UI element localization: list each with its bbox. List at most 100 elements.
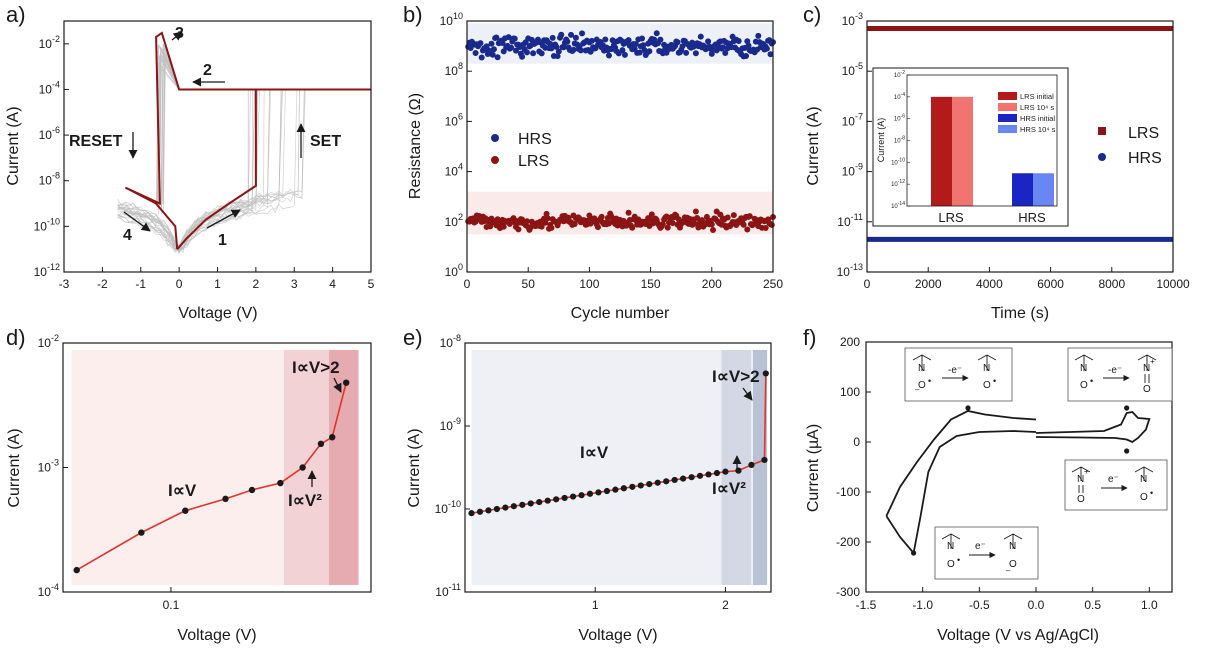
hrs-point <box>619 47 626 54</box>
panel-d-xlabel: Voltage (V) <box>177 627 256 644</box>
iv-point <box>713 469 721 477</box>
iv-point <box>510 503 517 510</box>
x-tick-label: 50 <box>522 277 536 291</box>
inset-frame <box>906 74 1058 207</box>
x-tick-label: -2 <box>97 277 108 291</box>
panel-b-xlabel: Cycle number <box>571 305 670 322</box>
x-tick-label: 2 <box>722 598 729 612</box>
arrow-d-high <box>333 377 342 393</box>
iv-point <box>663 478 670 485</box>
hrs-point <box>519 53 526 60</box>
y-tick-label: 10-2 <box>38 333 59 350</box>
iv-point <box>73 566 80 574</box>
panel-d-plot: 10-4 10-3 10-2 0.1 <box>38 333 359 612</box>
x-tick-label: -3 <box>59 277 70 291</box>
hrs-point <box>646 48 653 55</box>
svg-text:O: O <box>1140 492 1148 503</box>
y-tick-label: 10-11 <box>837 212 863 229</box>
cv-curve-0 <box>885 410 1037 517</box>
hrs-point <box>755 32 762 39</box>
hrs-point <box>705 38 712 45</box>
hrs-point <box>488 40 495 47</box>
hrs-point <box>577 47 584 54</box>
cycle-trace <box>117 89 300 248</box>
cycle-trace <box>117 89 256 253</box>
hrs-point <box>588 37 595 44</box>
cycle-trace <box>117 89 260 254</box>
hrs-point <box>605 52 612 59</box>
hrs-point <box>609 37 616 44</box>
inset-plot: 10-14 10-12 10-10 10-8 10-6 10-4 10-2 <box>891 70 1054 210</box>
iv-point <box>317 440 325 448</box>
cycle-trace <box>117 89 251 251</box>
y-tick-label: 10-2 <box>39 34 60 51</box>
scheme-ox1-label: -e⁻ <box>948 365 962 376</box>
hrs-point <box>530 50 537 57</box>
region-square <box>283 350 329 585</box>
svg-text:N: N <box>1080 363 1087 374</box>
iv-point <box>536 498 543 506</box>
scheme-red1-label: e⁻ <box>1108 474 1119 485</box>
cycle-trace <box>117 89 259 252</box>
svg-text:•: • <box>957 555 960 565</box>
svg-text:+: + <box>1084 467 1089 476</box>
y-tick-label: 108 <box>445 61 463 78</box>
lrs-point <box>571 221 578 228</box>
lrs-point <box>598 213 605 220</box>
y-tick-label: -100 <box>836 485 860 499</box>
x-tick-label: -0.5 <box>969 598 990 612</box>
hrs-point <box>763 45 770 52</box>
cv-peak-marker <box>911 550 917 556</box>
panel-b-ylabel: Resistance (Ω) <box>407 93 424 199</box>
iv-point <box>671 476 678 484</box>
iv-point <box>277 479 284 487</box>
iv-point <box>696 472 704 479</box>
hrs-point <box>547 40 554 47</box>
x-tick-label: -1.0 <box>912 598 933 612</box>
lrs-point <box>724 214 731 221</box>
panel-d: d) 10-4 10-3 10-2 0.1 Current (A) Voltage (… <box>6 325 372 644</box>
hrs-point <box>745 42 752 49</box>
iv-point <box>680 475 687 482</box>
x-tick-label: 4 <box>329 277 336 291</box>
iv-point <box>527 500 534 507</box>
y-tick-label: 10-9 <box>842 162 863 179</box>
y-tick-label: 10-4 <box>38 582 59 599</box>
x-tick-label: 2 <box>253 277 260 291</box>
hrs-point <box>560 44 567 51</box>
cv-curve-1 <box>885 430 1037 556</box>
iv-point <box>620 485 627 492</box>
svg-text:O: O <box>983 380 991 391</box>
lrs-point <box>746 213 753 220</box>
inset-category-lrs: LRS <box>938 210 964 225</box>
region-ohmic <box>71 350 284 585</box>
y-tick-label: 1010 <box>440 11 463 28</box>
panel-b-plot: 0 50 100 150 200 250 100 102 104 106 108 1010 <box>440 11 784 291</box>
x-tick-label: 150 <box>641 277 661 291</box>
iv-point <box>502 504 509 511</box>
iv-point <box>646 481 653 488</box>
iv-point <box>519 501 526 508</box>
hrs-point <box>478 54 485 61</box>
panel-e-ylabel: Current (A) <box>406 428 423 507</box>
iv-point <box>222 495 229 503</box>
inset-y-tick-label: 10-14 <box>891 201 905 210</box>
inset-y-tick-label: 10-4 <box>894 92 905 101</box>
inset-y-tick-label: 10-2 <box>894 70 905 79</box>
y-tick-label: 10-9 <box>440 416 461 433</box>
iv-point <box>569 493 577 500</box>
svg-text:–: – <box>915 385 920 394</box>
hrs-point <box>548 45 555 52</box>
annotation-4: 4 <box>123 227 132 244</box>
inset-bar-hrs <box>1012 173 1033 206</box>
x-tick-label: 100 <box>579 277 599 291</box>
cv-peak-marker <box>1124 405 1130 411</box>
iv-point <box>468 510 475 517</box>
hrs-point <box>494 54 501 61</box>
y-tick-label: 104 <box>445 162 463 179</box>
y-tick-label: 106 <box>445 111 463 128</box>
y-tick-label: 10-6 <box>39 125 60 142</box>
inset-legend-lrs-10k: LRS 10⁴ s <box>1020 103 1054 112</box>
hrs-point <box>572 34 579 41</box>
inset-legend-lrs-initial: LRS initial <box>1020 92 1054 101</box>
